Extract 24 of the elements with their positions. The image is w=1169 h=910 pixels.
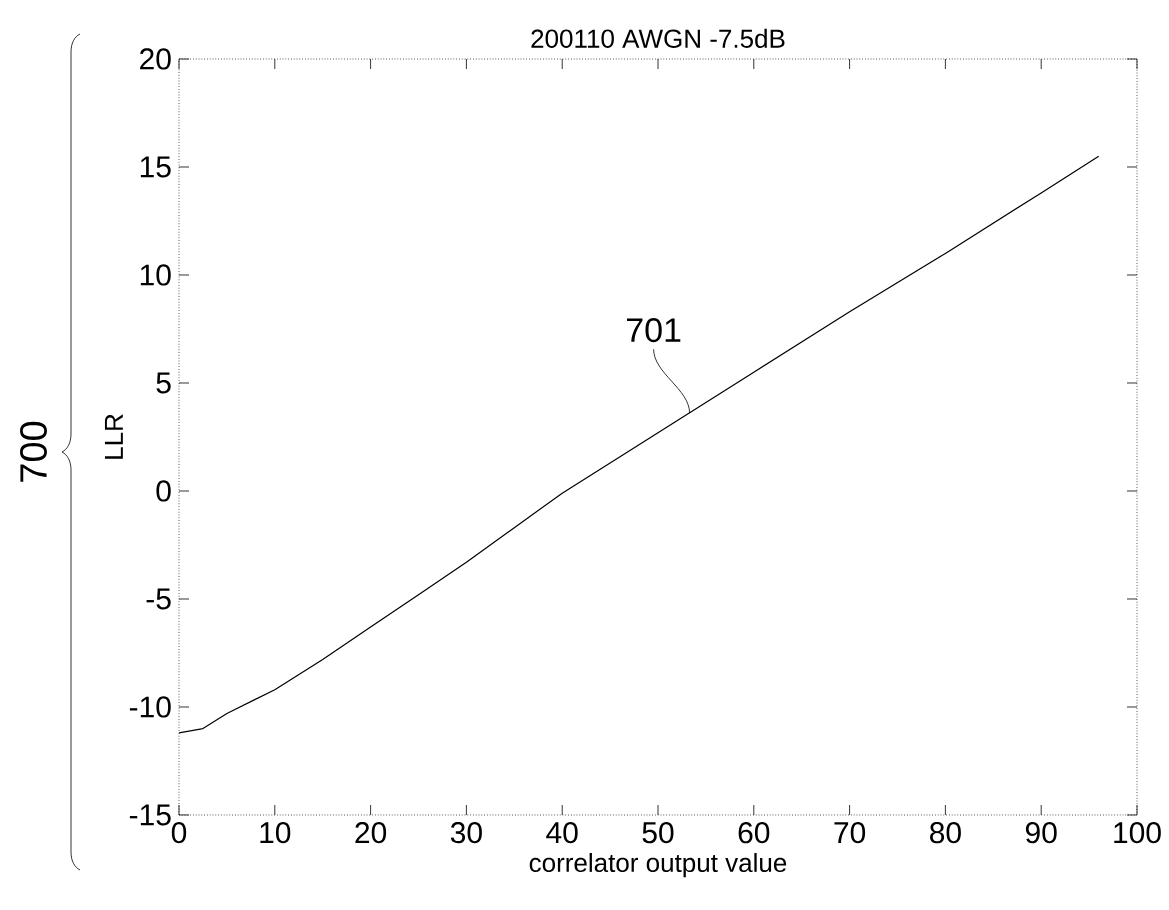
x-axis-title: correlator output value <box>529 853 787 878</box>
y-tick-label: 0 <box>156 480 171 502</box>
x-tick-label: 40 <box>546 822 578 844</box>
x-tick-label: 60 <box>738 822 770 844</box>
y-tick-label: -15 <box>129 804 171 826</box>
x-tick-label: 10 <box>260 822 291 844</box>
x-tick-label: 50 <box>642 822 674 844</box>
x-tick-label: 30 <box>450 822 482 844</box>
x-tick-label: 100 <box>1114 822 1161 844</box>
x-tick-label: 20 <box>355 822 387 844</box>
x-tick-label: 0 <box>171 822 187 844</box>
chart-title: 200110 AWGN -7.5dB <box>531 28 785 48</box>
y-tick-label: 5 <box>156 372 171 394</box>
y-tick-label: 20 <box>140 48 171 70</box>
x-tick-label: 90 <box>1025 822 1057 844</box>
y-axis-title: LLR <box>104 414 123 459</box>
y-tick-label: 10 <box>140 264 171 286</box>
y-tick-label: 15 <box>140 156 171 178</box>
annotation: 701 <box>627 318 681 343</box>
y-tick-label: -5 <box>146 588 171 610</box>
text: 700 <box>20 421 47 482</box>
x-tick-label: 80 <box>930 822 961 844</box>
x-tick-label: 70 <box>834 822 866 844</box>
y-tick-label: -10 <box>129 696 171 718</box>
